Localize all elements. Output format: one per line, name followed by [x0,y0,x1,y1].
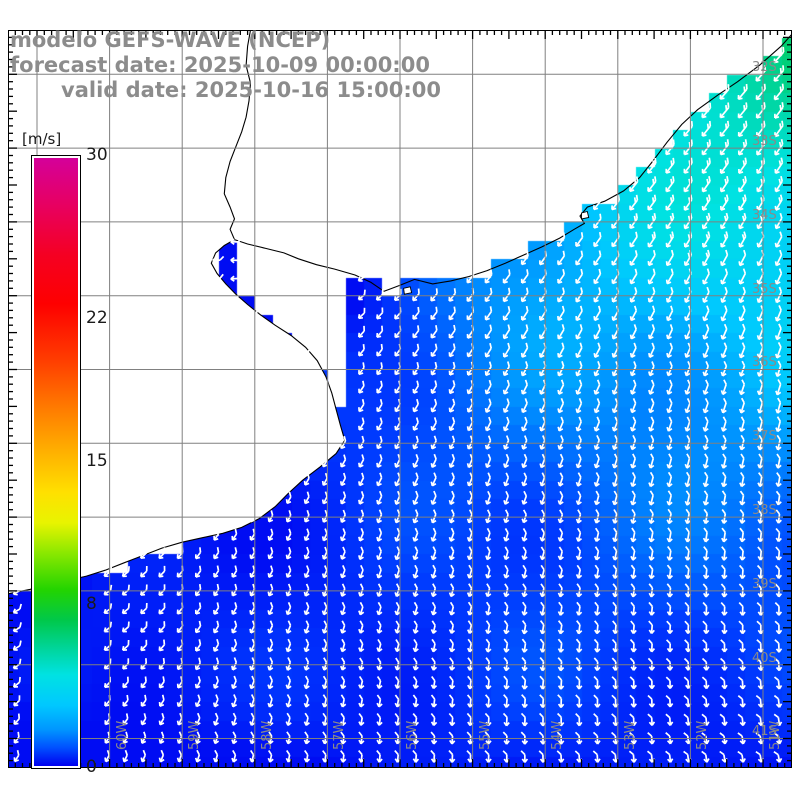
longitude-label: 59W [187,720,203,750]
longitude-label: 55W [477,720,493,750]
colorbar-tick-label: 0 [86,757,97,777]
latitude-label: 37S [752,429,777,445]
colorbar-tick-label: 15 [86,451,108,471]
latitude-label: 41S [752,724,777,740]
longitude-label: 58W [259,720,275,750]
land-polygon [8,30,345,594]
latitude-label: 34S [752,207,777,223]
colorbar-tick-label: 30 [86,145,108,165]
islet-1 [403,286,413,295]
latitude-label: 39S [752,576,777,592]
latitude-label: 40S [752,650,777,666]
colorbar-unit-label: [m/s] [22,130,62,148]
colorbar-tick-label: 8 [86,593,97,614]
colorbar-tick-label: 22 [86,308,108,329]
coastline-argentina [8,239,346,595]
islet-0 [581,210,590,220]
longitude-label: 56W [405,720,420,750]
graticule-grid [8,30,792,768]
latitude-label: 36S [752,355,777,371]
longitude-label: 57W [332,720,348,750]
colorbar-gradient [31,155,81,769]
latitude-label: 35S [752,281,777,297]
longitude-label: 52W [695,720,711,750]
longitude-label: 54W [550,720,566,750]
colorbar[interactable] [31,155,81,769]
latitude-label: 38S [752,503,777,519]
longitude-label: 60W [114,720,130,750]
map-plot-area[interactable] [8,30,792,768]
latitude-label: 32S [752,60,777,76]
latitude-label: 33S [752,134,777,150]
longitude-label: 53W [622,720,638,750]
